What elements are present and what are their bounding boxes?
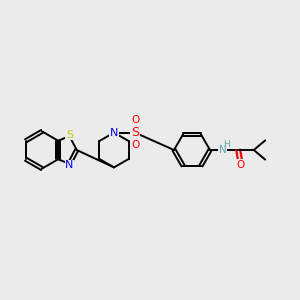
Text: N: N	[219, 145, 226, 155]
Text: O: O	[131, 140, 139, 150]
Text: H: H	[223, 140, 230, 149]
Text: N: N	[110, 128, 118, 138]
Text: S: S	[66, 130, 73, 140]
Text: S: S	[131, 126, 139, 139]
Text: N: N	[65, 160, 74, 170]
Text: O: O	[236, 160, 245, 170]
Text: O: O	[131, 115, 139, 125]
